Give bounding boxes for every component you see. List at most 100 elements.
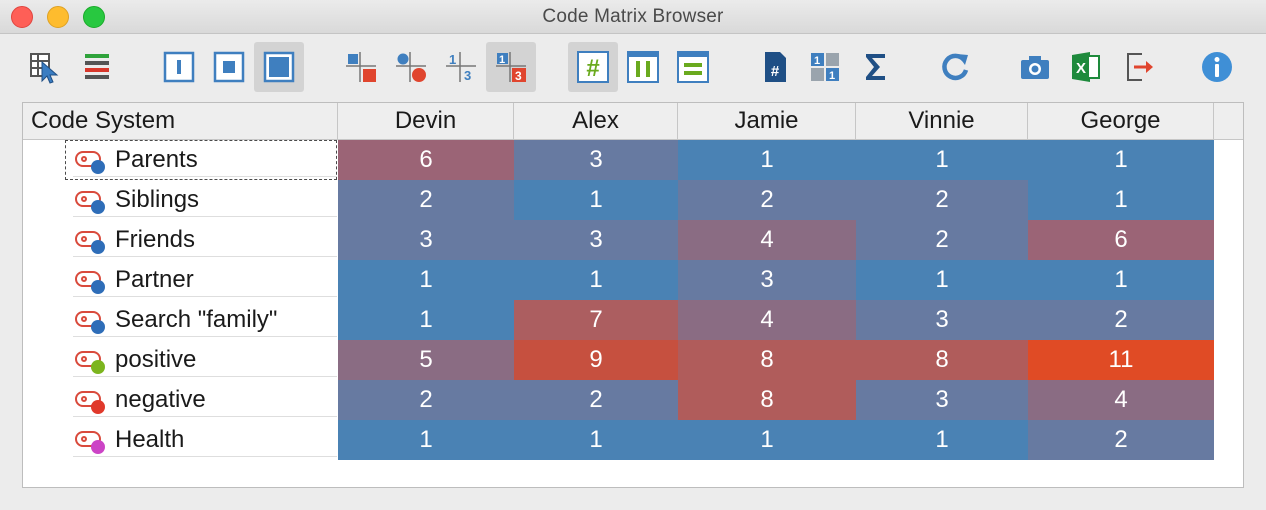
hits-per-document-button[interactable]: # (568, 42, 618, 92)
column-header-jamie[interactable]: Jamie (678, 103, 856, 140)
rows-percentage-button[interactable] (668, 42, 718, 92)
matrix-cell[interactable]: 2 (856, 180, 1028, 220)
code-row-label[interactable]: negative (65, 380, 337, 420)
matrix-cell[interactable]: 2 (338, 380, 514, 420)
code-tag-icon (73, 185, 107, 215)
close-window-button[interactable] (11, 6, 33, 28)
count-hits-once-button[interactable]: # (750, 42, 800, 92)
toolbar: 1 3 1 3 # (0, 34, 1266, 98)
rows-percentage-icon (677, 51, 709, 83)
matrix-cell[interactable]: 2 (856, 220, 1028, 260)
column-header-george[interactable]: George (1028, 103, 1214, 140)
circles-view-icon (396, 52, 426, 82)
matrix-cell[interactable]: 4 (678, 300, 856, 340)
zoom-window-button[interactable] (83, 6, 105, 28)
excel-export-button[interactable]: X (1060, 42, 1110, 92)
code-name: Health (115, 426, 185, 453)
matrix-cell[interactable]: 2 (514, 380, 678, 420)
matrix-cell[interactable]: 1 (856, 140, 1028, 180)
columns-percentage-button[interactable] (618, 42, 668, 92)
matrix-cell[interactable]: 1 (678, 420, 856, 460)
svg-text:#: # (586, 55, 599, 82)
minimize-window-button[interactable] (47, 6, 69, 28)
camera-snapshot-button[interactable] (1010, 42, 1060, 92)
matrix-cell[interactable]: 4 (1028, 380, 1214, 420)
matrix-cell[interactable]: 1 (678, 140, 856, 180)
matrix-cell[interactable]: 8 (678, 340, 856, 380)
code-tag-icon (73, 225, 107, 255)
code-row-label[interactable]: Search "family" (65, 300, 337, 340)
matrix-cell[interactable]: 1 (1028, 140, 1214, 180)
matrix-cell[interactable]: 3 (514, 220, 678, 260)
matrix-cell[interactable]: 5 (338, 340, 514, 380)
hits-per-document-icon: # (577, 51, 609, 83)
matrix-cell[interactable]: 1 (1028, 260, 1214, 300)
symbol-size-medium-icon (213, 51, 245, 83)
sum-button[interactable] (850, 42, 900, 92)
aggregate-button[interactable]: 1 1 (800, 42, 850, 92)
column-header-devin[interactable]: Devin (338, 103, 514, 140)
matrix-cell[interactable]: 9 (514, 340, 678, 380)
matrix-cell[interactable]: 7 (514, 300, 678, 340)
info-button[interactable] (1192, 42, 1242, 92)
matrix-cell[interactable]: 1 (514, 180, 678, 220)
column-header-alex[interactable]: Alex (514, 103, 678, 140)
matrix-cell[interactable]: 2 (1028, 300, 1214, 340)
matrix-cell[interactable]: 11 (1028, 340, 1214, 380)
matrix-cell[interactable]: 1 (514, 260, 678, 300)
count-hits-once-icon: # (765, 52, 786, 82)
column-header-vinnie[interactable]: Vinnie (856, 103, 1028, 140)
matrix-cell[interactable]: 2 (678, 180, 856, 220)
svg-text:1: 1 (814, 55, 820, 67)
codes-color-bars-icon (85, 54, 109, 79)
matrix-cell[interactable]: 2 (1028, 420, 1214, 460)
svg-text:X: X (1076, 60, 1086, 77)
circles-view-button[interactable] (386, 42, 436, 92)
export-button[interactable] (1114, 42, 1164, 92)
code-row-label[interactable]: Siblings (65, 180, 337, 220)
camera-snapshot-icon (1021, 56, 1049, 79)
matrix-cell[interactable]: 1 (1028, 180, 1214, 220)
code-row-label[interactable]: Partner (65, 260, 337, 300)
row-guide-line (73, 456, 337, 457)
sum-icon (866, 54, 885, 80)
matrix-cell[interactable]: 1 (338, 420, 514, 460)
matrix-cell[interactable]: 3 (338, 220, 514, 260)
title-bar[interactable]: Code Matrix Browser (0, 0, 1266, 34)
matrix-cell[interactable]: 1 (514, 420, 678, 460)
matrix-cell[interactable]: 3 (856, 380, 1028, 420)
select-document-groups-button[interactable] (20, 42, 70, 92)
matrix-cell[interactable]: 3 (856, 300, 1028, 340)
symbol-size-small-button[interactable] (154, 42, 204, 92)
matrix-cell[interactable]: 1 (856, 420, 1028, 460)
code-row-label[interactable]: Friends (65, 220, 337, 260)
refresh-button[interactable] (930, 42, 980, 92)
columns-percentage-icon (627, 51, 659, 83)
matrix-cell[interactable]: 3 (514, 140, 678, 180)
code-row-label[interactable]: positive (65, 340, 337, 380)
matrix-cell[interactable]: 2 (338, 180, 514, 220)
matrix-cell[interactable]: 1 (338, 260, 514, 300)
matrix-cell[interactable]: 1 (856, 260, 1028, 300)
select-document-groups-icon (30, 53, 59, 84)
matrix-cell[interactable]: 8 (856, 340, 1028, 380)
code-matrix-table: Code System Devin Alex Jamie Vinnie Geor… (22, 102, 1244, 488)
matrix-cell[interactable]: 8 (678, 380, 856, 420)
code-system-header[interactable]: Code System (23, 103, 338, 140)
matrix-cell[interactable]: 4 (678, 220, 856, 260)
matrix-cell[interactable]: 6 (338, 140, 514, 180)
matrix-cell[interactable]: 1 (338, 300, 514, 340)
matrix-cell[interactable]: 3 (678, 260, 856, 300)
code-tag-icon (73, 305, 107, 335)
code-row-label[interactable]: Health (65, 420, 337, 460)
code-row-label[interactable]: Parents (65, 140, 337, 180)
code-tag-icon (73, 265, 107, 295)
numbers-view-button[interactable]: 1 3 (436, 42, 486, 92)
matrix-cell[interactable]: 6 (1028, 220, 1214, 260)
squares-view-button[interactable] (336, 42, 386, 92)
symbol-size-large-icon (263, 51, 295, 83)
symbol-size-large-button[interactable] (254, 42, 304, 92)
symbol-size-medium-button[interactable] (204, 42, 254, 92)
heatmap-numbers-view-button[interactable]: 1 3 (486, 42, 536, 92)
codes-color-bars-button[interactable] (72, 42, 122, 92)
